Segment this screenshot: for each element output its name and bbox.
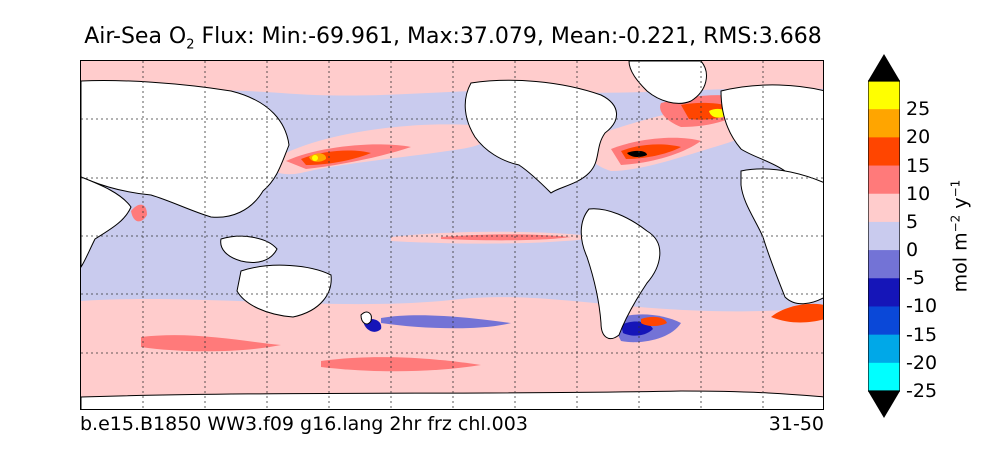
equatorial-pacific-core — [441, 234, 571, 241]
colorbar-units-label: mol m−2 y−1 — [948, 180, 971, 293]
colorbar-extend-low-arrow — [868, 391, 900, 418]
colorbar-cells — [868, 81, 900, 392]
colorbar-tick-label: 10 — [906, 182, 931, 205]
north-pacific-max — [312, 155, 318, 161]
colorbar — [868, 54, 900, 418]
colorbar-tick-label: -15 — [906, 323, 938, 346]
land-north-america — [464, 79, 617, 194]
colorbar-cell — [868, 362, 900, 392]
colorbar-extend-high-arrow — [868, 54, 900, 81]
land-greenland — [628, 61, 707, 104]
title-suffix: Flux: Min:-69.961, Max:37.079, Mean:-0.2… — [194, 24, 822, 49]
land-africa-east — [81, 176, 132, 268]
title-subscript: 2 — [186, 37, 195, 53]
units-exp-2: −1 — [948, 179, 963, 198]
south-atlantic-deep-negative — [621, 321, 653, 336]
southern-ocean-patch-2 — [321, 357, 481, 372]
land-indonesia — [220, 235, 278, 263]
units-mid: y — [949, 197, 972, 215]
colorbar-cell — [868, 109, 900, 138]
colorbar-cell — [868, 81, 900, 110]
land-antarctica — [81, 390, 823, 409]
colorbar-cell — [868, 137, 900, 167]
agulhas-positive — [771, 304, 823, 323]
colorbar-cell — [868, 221, 900, 251]
units-exp-1: −2 — [948, 214, 963, 233]
flux-map-svg — [81, 61, 823, 409]
colorbar-tick-label: 5 — [906, 210, 919, 233]
colorbar-cell — [868, 334, 900, 364]
colorbar-tick-label: 15 — [906, 154, 931, 177]
colorbar-tick-label: -25 — [906, 380, 938, 402]
colorbar-cell — [868, 306, 900, 336]
colorbar-tick-label: -10 — [906, 295, 938, 318]
southern-ocean-patch-1 — [141, 335, 281, 352]
southern-ocean-negative-patch — [381, 315, 511, 329]
south-atlantic-positive — [641, 316, 667, 326]
colorbar-tick-label: 0 — [906, 239, 919, 262]
flux-map — [80, 60, 824, 410]
gridlines — [81, 61, 823, 409]
colorbar-tick-label: 25 — [906, 98, 931, 121]
map-title: Air-Sea O2 Flux: Min:-69.961, Max:37.079… — [0, 24, 906, 52]
colorbar-outline — [868, 80, 900, 392]
colorbar-tick-label: 20 — [906, 126, 931, 149]
run-name-caption: b.e15.B1850 WW3.f09 g16.lang 2hr frz chl… — [80, 413, 528, 435]
title-prefix: Air-Sea O — [84, 24, 187, 49]
north-atlantic-gulfstream-core — [627, 150, 647, 158]
land-australia — [236, 264, 332, 318]
units-base: mol m — [949, 232, 972, 293]
land-new-zealand — [360, 311, 372, 325]
colorbar-cell — [868, 165, 900, 195]
colorbar-cell — [868, 250, 900, 279]
colorbar-cell — [868, 278, 900, 307]
colorbar-tick-label: -20 — [906, 351, 938, 374]
colorbar-tick-label: -5 — [906, 267, 925, 290]
land-south-america — [580, 208, 661, 339]
colorbar-cell — [868, 193, 900, 223]
years-caption: 31-50 — [768, 413, 824, 435]
